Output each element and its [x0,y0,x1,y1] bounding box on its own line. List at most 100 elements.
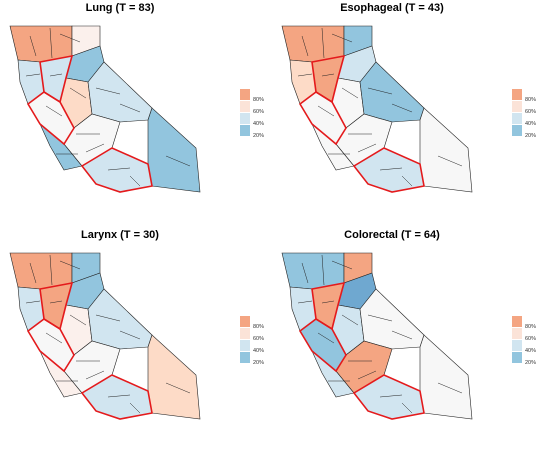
county-boundary [59,260,81,270]
county-boundary [367,87,393,95]
california-county-map [281,25,473,193]
county-region [9,252,73,290]
legend-label: 80% [253,97,265,103]
county-region [87,61,153,123]
county-region [359,61,425,123]
county-boundary [401,175,413,187]
county-boundary [379,167,403,171]
legend-label: 20% [525,360,537,366]
county-boundary [165,382,191,394]
county-boundary [437,155,463,167]
county-boundary [321,300,335,304]
legend: 80% 60% 40% 20% [240,316,272,376]
county-boundary [379,394,403,398]
county-boundary [69,87,87,99]
county-boundary [29,262,37,284]
legend-swatch [512,125,522,136]
county-boundary [321,27,325,59]
county-boundary [401,402,413,414]
highlighted-boundary [39,281,74,331]
county-boundary [95,87,121,95]
legend-swatch [512,89,522,100]
legend-swatch [240,340,250,351]
california-county-map [9,25,201,193]
county-region [419,334,473,420]
county-boundary [437,382,463,394]
county-boundary [49,300,63,304]
county-boundary [297,300,313,304]
county-boundary [331,33,353,43]
county-boundary [107,394,131,398]
county-region [147,334,201,420]
california-county-map [281,252,473,420]
legend-label: 60% [525,336,537,342]
panel-esophageal: Esophageal (T = 43) 80% 60% 40% 20% [272,0,544,227]
county-boundary [107,167,131,171]
county-boundary [95,314,121,322]
legend-label: 80% [525,97,537,103]
county-boundary [119,330,141,340]
county-boundary [341,314,359,326]
legend-swatch [512,340,522,351]
county-boundary [391,103,413,113]
highlighted-boundary [80,147,153,193]
panel-title: Larynx (T = 30) [81,229,159,241]
county-boundary [29,35,37,57]
legend-label: 40% [253,348,265,354]
county-boundary [341,87,359,99]
county-boundary [129,402,141,414]
legend-swatch [240,101,250,112]
county-boundary [317,105,335,117]
highlighted-boundary [26,91,75,146]
highlighted-boundary [80,374,153,420]
county-boundary [321,73,335,77]
county-boundary [331,260,353,270]
county-boundary [25,300,41,304]
legend-label: 80% [253,324,265,330]
panel-title: Colorectal (T = 64) [344,229,440,241]
legend-label: 20% [525,133,537,139]
legend-label: 60% [253,336,265,342]
county-boundary [45,332,63,344]
legend-swatch [512,101,522,112]
county-boundary [119,103,141,113]
panel-title: Lung (T = 83) [85,2,155,14]
panel-lung: Lung (T = 83) 80% 60% 40% 20% [0,0,272,227]
county-boundary [59,33,81,43]
highlighted-boundary [298,91,347,146]
panel-colorectal: Colorectal (T = 64) 80% 60% 40% 20% [272,227,544,454]
legend-swatch [240,113,250,124]
county-region [147,107,201,193]
legend-label: 20% [253,360,265,366]
county-boundary [301,262,309,284]
legend-label: 60% [525,109,537,115]
county-boundary [367,314,393,322]
legend-swatch [240,89,250,100]
county-region [281,252,345,290]
county-boundary [49,254,53,286]
county-boundary [357,143,377,153]
california-county-map [9,252,201,420]
county-region [9,25,73,63]
highlighted-boundary [39,54,74,104]
highlighted-boundary [26,318,75,373]
panel-title: Esophageal (T = 43) [340,2,444,14]
highlighted-boundary [352,374,425,420]
legend-label: 80% [525,324,537,330]
legend-swatch [512,316,522,327]
highlighted-boundary [352,147,425,193]
county-boundary [49,27,53,59]
county-boundary [69,314,87,326]
panel-larynx: Larynx (T = 30) 80% 60% 40% 20% [0,227,272,454]
legend-swatch [240,125,250,136]
legend-label: 40% [525,121,537,127]
legend: 80% 60% 40% 20% [512,89,544,149]
county-boundary [297,73,313,77]
county-boundary [391,330,413,340]
county-boundary [85,143,105,153]
county-boundary [49,73,63,77]
legend-label: 40% [253,121,265,127]
highlighted-boundary [311,54,346,104]
county-boundary [25,73,41,77]
county-region [281,25,345,63]
